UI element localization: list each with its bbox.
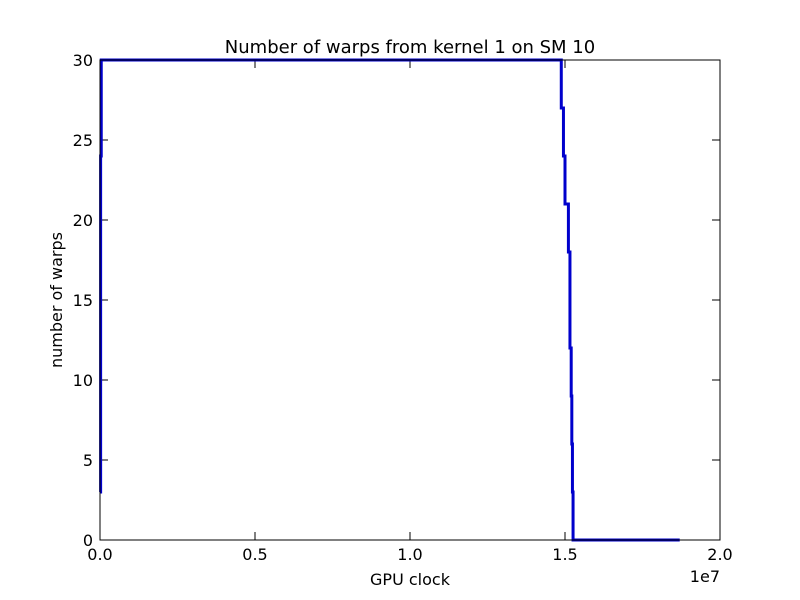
y-axis-label: number of warps <box>47 232 66 368</box>
y-tick-label: 15 <box>73 291 93 310</box>
y-tick-label: 0 <box>83 531 93 550</box>
chart-title: Number of warps from kernel 1 on SM 10 <box>225 37 595 58</box>
x-tick-label: 0.5 <box>242 545 267 564</box>
y-tick-label: 5 <box>83 451 93 470</box>
x-tick-label: 0.0 <box>87 545 112 564</box>
x-tick-label: 1.0 <box>397 545 422 564</box>
x-axis-label: GPU clock <box>370 570 451 589</box>
plot-frame <box>99 59 721 541</box>
plot-area <box>100 60 720 540</box>
y-tick-label: 20 <box>73 211 93 230</box>
x-axis-offset-label: 1e7 <box>690 567 720 586</box>
y-tick-label: 30 <box>73 51 93 70</box>
y-tick-label: 10 <box>73 371 93 390</box>
x-tick-label: 2.0 <box>707 545 732 564</box>
y-tick-label: 25 <box>73 131 93 150</box>
x-axis-ticks: 0.0 0.5 1.0 1.5 2.0 <box>87 60 733 564</box>
x-tick-label: 1.5 <box>552 545 577 564</box>
